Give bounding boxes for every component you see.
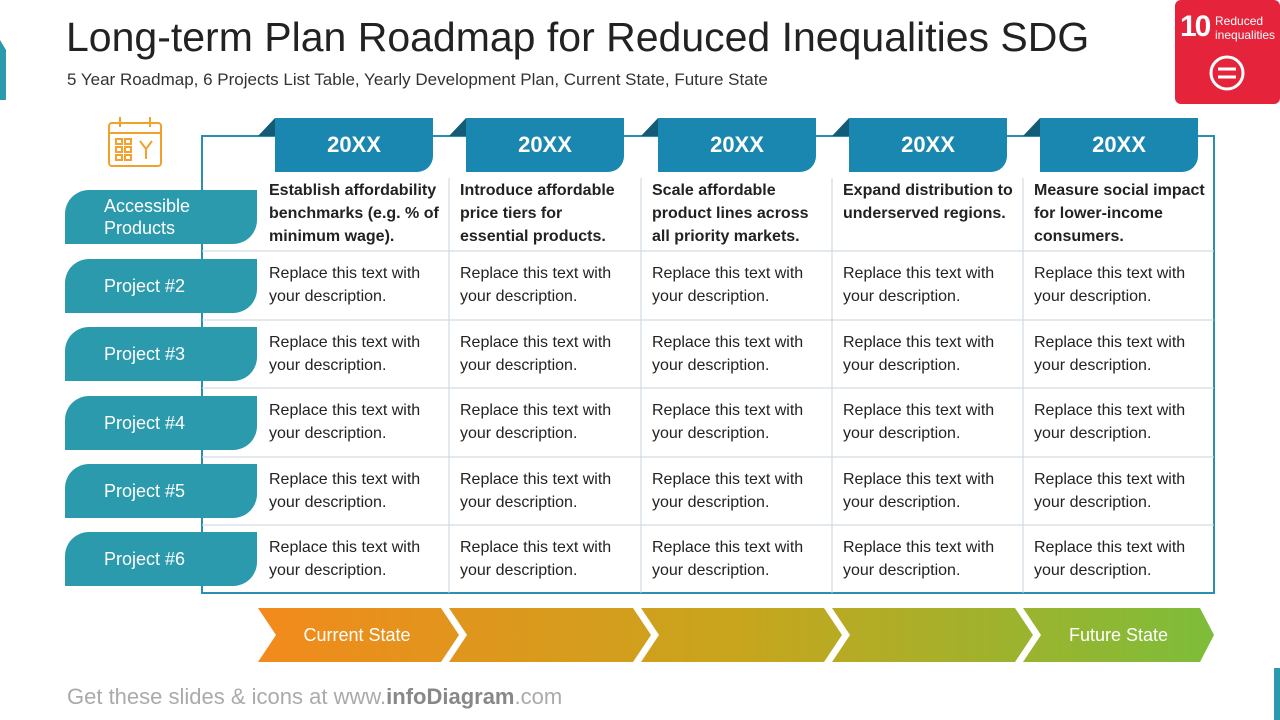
cell: Scale affordable product lines across al… xyxy=(652,182,809,245)
timeline-arrow xyxy=(641,608,842,662)
year-header: 20XX xyxy=(658,118,816,172)
cell: Replace this text with your description. xyxy=(269,334,421,374)
row-label: Project #5 xyxy=(65,464,257,518)
title: Long-term Plan Roadmap for Reduced Inequ… xyxy=(66,14,1090,60)
cell: Replace this text with your description. xyxy=(843,265,995,305)
cell: Replace this text with your description. xyxy=(269,539,421,579)
cell: Replace this text with your description. xyxy=(460,265,612,305)
year-header: 20XX xyxy=(275,118,433,172)
timeline-arrow xyxy=(258,608,459,662)
cell: Replace this text with your description. xyxy=(652,471,804,511)
cell: Measure social impact for lower-income c… xyxy=(1034,182,1205,245)
cell: Replace this text with your description. xyxy=(1034,334,1186,374)
cell: Establish affordability benchmarks (e.g.… xyxy=(269,182,439,245)
row-label: Project #4 xyxy=(65,395,257,450)
year-header: 20XX xyxy=(849,118,1007,172)
cell: Replace this text with your description. xyxy=(652,402,804,442)
cell: Replace this text with your description. xyxy=(460,539,612,579)
row-label: Project #2 xyxy=(65,258,257,313)
cell: Replace this text with your description. xyxy=(460,334,612,374)
cell: Replace this text with your description. xyxy=(1034,539,1186,579)
tab-flap xyxy=(449,118,466,136)
footer-text: .com xyxy=(514,684,563,709)
year-header: 20XX xyxy=(466,118,624,172)
footer-brand: infoDiagram xyxy=(386,684,515,709)
row-label: Project #6 xyxy=(65,532,257,586)
cell: Replace this text with your description. xyxy=(652,265,804,305)
footer-text: Get these slides & icons at www. xyxy=(67,684,387,709)
timeline-arrow xyxy=(1023,608,1214,662)
cell: Replace this text with your description. xyxy=(460,402,612,442)
cell: Replace this text with your description. xyxy=(843,539,995,579)
timeline-arrow xyxy=(832,608,1033,662)
timeline-end: Future State xyxy=(1068,625,1169,645)
tab-flap xyxy=(258,118,275,136)
timeline-arrow xyxy=(449,608,651,662)
badge-label: Reduced inequalities xyxy=(1215,14,1276,42)
badge-number: 10 xyxy=(1180,10,1211,43)
tab-flap xyxy=(641,118,658,136)
tab-flap xyxy=(1023,118,1040,136)
cell: Replace this text with your description. xyxy=(269,265,421,305)
footer: Get these slides & icons at www.infoDiag… xyxy=(67,684,562,710)
cell: Replace this text with your description. xyxy=(269,471,421,511)
cell: Replace this text with your description. xyxy=(1034,471,1186,511)
cell: Replace this text with your description. xyxy=(460,471,612,511)
cell: Replace this text with your description. xyxy=(843,334,995,374)
cell: Replace this text with your description. xyxy=(843,471,995,511)
cell: Replace this text with your description. xyxy=(1034,265,1186,305)
cell: Replace this text with your description. xyxy=(269,402,421,442)
cell: Introduce affordable price tiers for ess… xyxy=(460,182,615,245)
timeline-start: Current State xyxy=(303,625,411,645)
cell: Replace this text with your description. xyxy=(652,539,804,579)
row-label: Accessible Products xyxy=(65,190,257,244)
cell: Replace this text with your description. xyxy=(652,334,804,374)
cell: Replace this text with your description. xyxy=(1034,402,1186,442)
cell: Replace this text with your description. xyxy=(843,402,995,442)
year-header: 20XX xyxy=(1040,118,1198,172)
cell: Expand distribution to underserved regio… xyxy=(843,182,1013,222)
subtitle: 5 Year Roadmap, 6 Projects List Table, Y… xyxy=(67,70,768,89)
row-label: Project #3 xyxy=(65,327,257,381)
tab-flap xyxy=(832,118,849,136)
